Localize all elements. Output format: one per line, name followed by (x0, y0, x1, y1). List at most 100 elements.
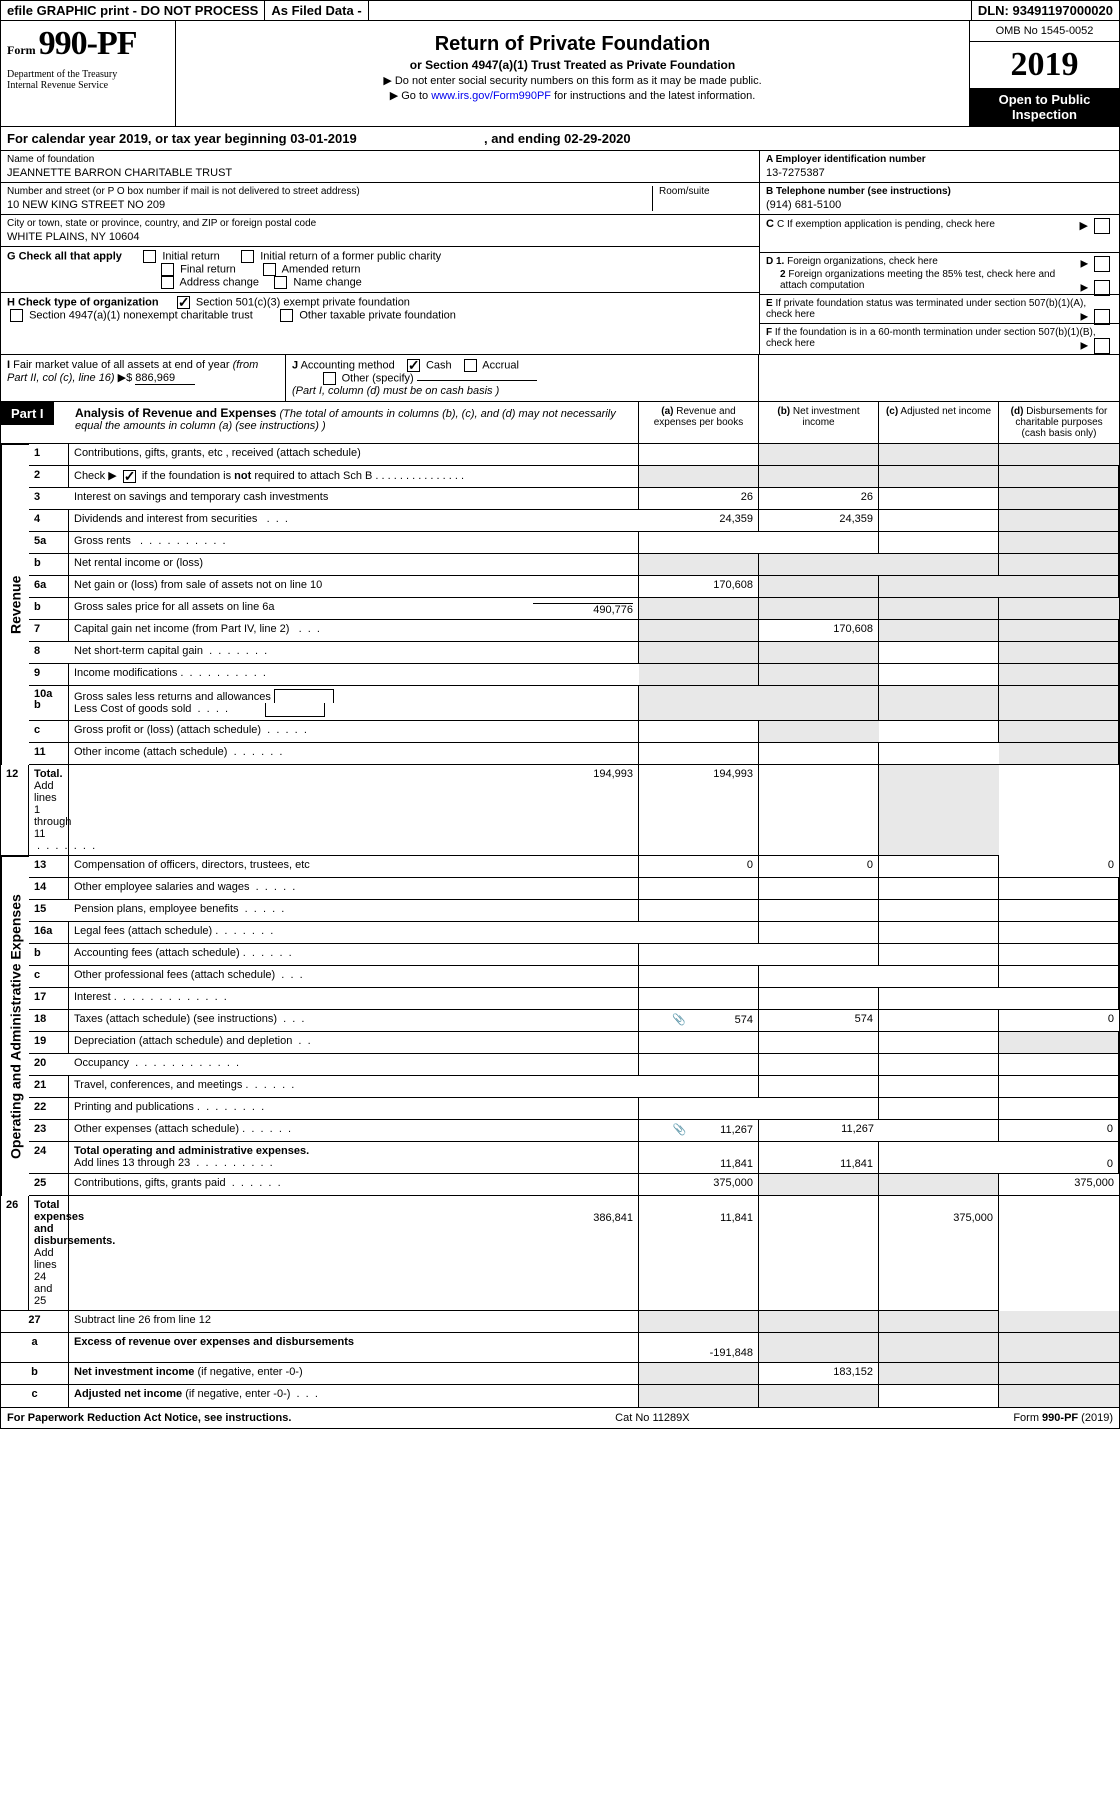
city-value: WHITE PLAINS, NY 10604 (7, 229, 753, 243)
desc-11: Other income (attach schedule) . . . . .… (69, 743, 639, 765)
c27ba (639, 1363, 759, 1385)
irs-link[interactable]: www.irs.gov/Form990PF (431, 90, 551, 102)
c25c (879, 1174, 999, 1196)
c14b (759, 878, 879, 900)
val-6b: 490,776 (533, 603, 633, 616)
ln-8: 8 (29, 642, 69, 664)
c13c (879, 856, 999, 878)
footer-right: Form 990-PF (2019) (1013, 1412, 1113, 1424)
addr-label: Number and street (or P O box number if … (7, 186, 648, 197)
c16ac (879, 922, 999, 944)
chk-initial-former[interactable] (241, 250, 254, 263)
ln-16c: c (29, 966, 69, 988)
chk-4947[interactable] (10, 309, 23, 322)
chk-amended[interactable] (263, 263, 276, 276)
chk-cash[interactable] (407, 359, 420, 372)
chk-d1[interactable] (1094, 256, 1110, 272)
c20b (759, 1054, 879, 1076)
c2a (639, 466, 759, 488)
c24c (879, 1142, 999, 1174)
g-label: G Check all that apply (7, 250, 122, 262)
g-o2: Initial return of a former public charit… (260, 250, 441, 262)
c4b: 24,359 (759, 510, 879, 532)
part-tag: Part I (1, 402, 54, 425)
footer-mid: Cat No 11289X (615, 1412, 689, 1424)
ln-16b: b (29, 944, 69, 966)
c12c (759, 765, 879, 856)
form-header: Form 990-PF Department of the TreasuryIn… (1, 21, 1119, 127)
c2b (759, 466, 879, 488)
attach-icon[interactable]: 📎 (672, 1014, 686, 1026)
chk-d2[interactable] (1094, 280, 1110, 296)
ln-24: 24 (29, 1142, 69, 1174)
c1c (879, 444, 999, 466)
c5bd (999, 554, 1119, 576)
other-specify (417, 380, 537, 381)
col-b-hdr: (b) Net investment income (759, 402, 879, 443)
c15a (639, 900, 759, 922)
c6ad (999, 576, 1119, 598)
entity-right: A Employer identification number 13-7275… (759, 151, 1119, 354)
desc-16c: Other professional fees (attach schedule… (69, 966, 639, 988)
form-id-block: Form 990-PF Department of the TreasuryIn… (1, 21, 176, 126)
chk-other-acct[interactable] (323, 372, 336, 385)
city-cell: City or town, state or province, country… (1, 215, 759, 247)
c17c (879, 988, 999, 1010)
c15c (879, 900, 999, 922)
attach-icon-2[interactable]: 📎 (673, 1124, 687, 1136)
name-label: Name of foundation (7, 154, 753, 165)
chk-schb[interactable] (123, 470, 136, 483)
c5bc (879, 554, 999, 576)
ln-10c: c (29, 721, 69, 743)
c18a: 📎 574 (639, 1010, 759, 1032)
chk-f[interactable] (1094, 338, 1110, 354)
b-cell: B Telephone number (see instructions) (9… (760, 183, 1119, 215)
c3d (999, 488, 1119, 510)
c8b (759, 642, 879, 664)
r24-bold: Total operating and administrative expen… (74, 1145, 309, 1157)
c16bc (879, 944, 999, 966)
c19a (639, 1032, 759, 1054)
c6ac (879, 576, 999, 598)
c9b (759, 664, 879, 686)
col-a-hdr: (a) Revenue and expenses per books (639, 402, 759, 443)
desc-21: Travel, conferences, and meetings . . . … (69, 1076, 639, 1098)
j-cash: Cash (426, 359, 452, 371)
desc-5a: Gross rents . . . . . . . . . . (69, 532, 639, 554)
chk-initial-return[interactable] (143, 250, 156, 263)
ln-17: 17 (29, 988, 69, 1010)
chk-e[interactable] (1094, 309, 1110, 325)
chk-accrual[interactable] (464, 359, 477, 372)
desc-22: Printing and publications . . . . . . . … (69, 1098, 639, 1120)
c27cd (999, 1385, 1119, 1407)
desc-10c: Gross profit or (loss) (attach schedule)… (69, 721, 639, 743)
ln-9: 9 (29, 664, 69, 686)
note-link: ▶ Go to www.irs.gov/Form990PF for instru… (186, 89, 959, 102)
v23a: 11,267 (720, 1124, 753, 1136)
d-cell: D 1. Foreign organizations, check here ▶… (760, 253, 1119, 295)
c11b (759, 743, 879, 765)
city-label: City or town, state or province, country… (7, 218, 753, 229)
room-label: Room/suite (659, 186, 753, 197)
chk-501c3[interactable] (177, 296, 190, 309)
c16cd (999, 966, 1119, 988)
c5ad (999, 532, 1119, 554)
chk-c[interactable] (1094, 218, 1110, 234)
cal-end: , and ending 02-29-2020 (484, 131, 631, 146)
c3b: 26 (759, 488, 879, 510)
omb: OMB No 1545-0052 (970, 21, 1119, 42)
revenue-side-label: Revenue (1, 444, 29, 765)
c9a (639, 664, 759, 686)
c27cb (759, 1385, 879, 1407)
chk-other-taxable[interactable] (280, 309, 293, 322)
ln-5a: 5a (29, 532, 69, 554)
note-link-post: for instructions and the latest informat… (551, 90, 755, 102)
g-o3: Final return (180, 263, 236, 275)
chk-name-change[interactable] (274, 276, 287, 289)
c22b (759, 1098, 879, 1120)
chk-final[interactable] (161, 263, 174, 276)
ln-25: 25 (29, 1174, 69, 1196)
form-prefix: Form (7, 43, 39, 57)
opex-grid: Operating and Administrative Expenses 13… (1, 856, 1119, 1311)
chk-addr-change[interactable] (161, 276, 174, 289)
